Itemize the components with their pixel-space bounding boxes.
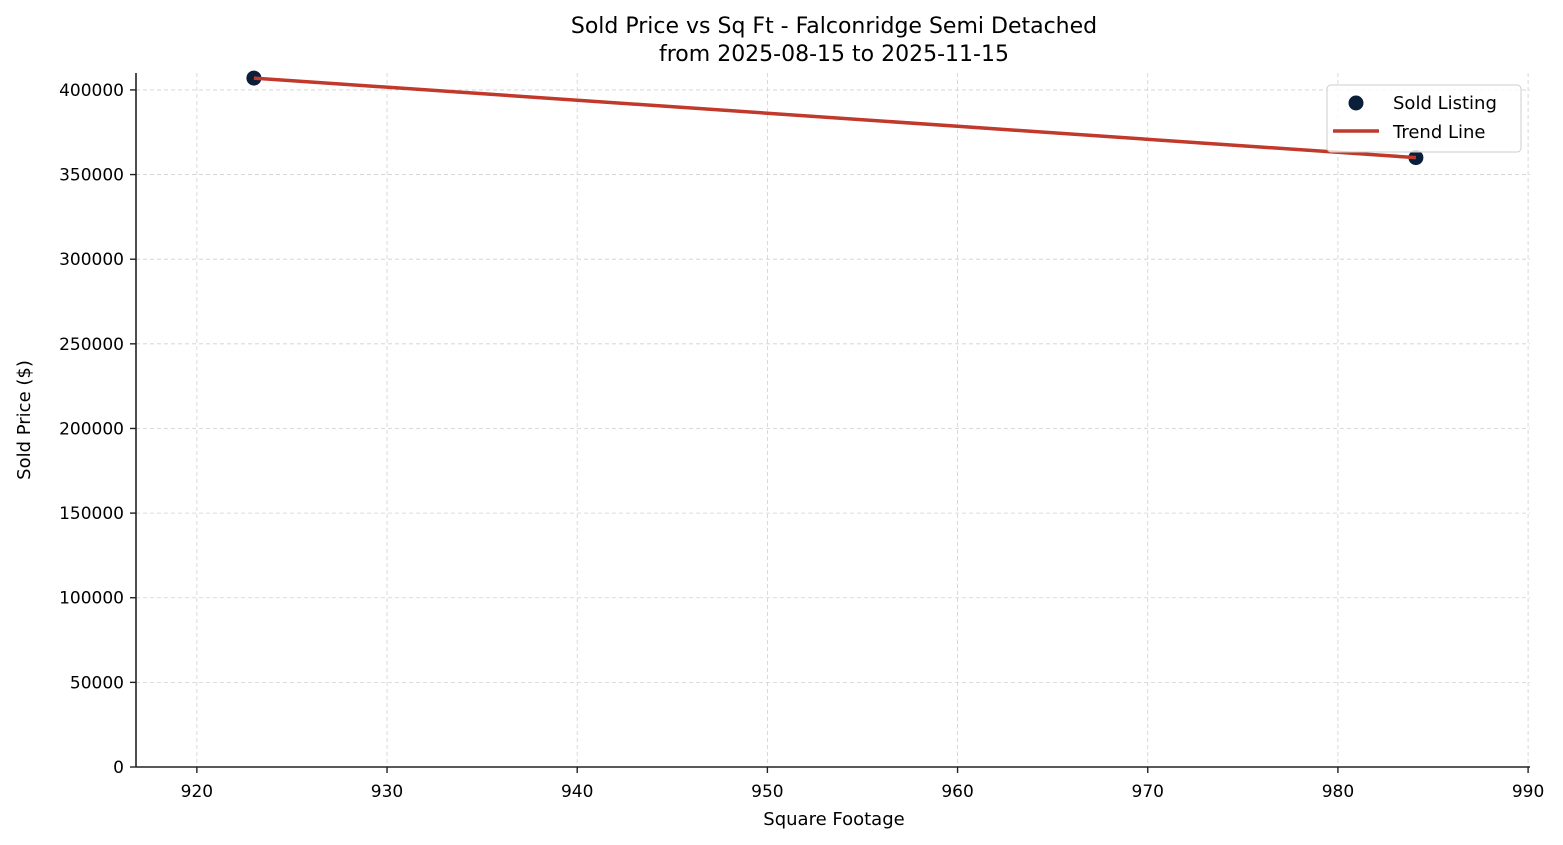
- y-axis-label: Sold Price ($): [14, 360, 35, 480]
- y-tick-label: 250000: [59, 335, 124, 355]
- grid-lines: [136, 73, 1530, 768]
- x-tick-label: 950: [751, 782, 783, 802]
- legend: Sold Listing Trend Line: [1326, 84, 1522, 153]
- legend-scatter-marker-icon: [1348, 95, 1364, 111]
- x-tick-label: 960: [941, 782, 973, 802]
- y-tick-label: 150000: [59, 504, 124, 524]
- x-tick-label: 940: [561, 782, 593, 802]
- y-tick-label: 300000: [59, 250, 124, 270]
- x-tick-label: 930: [371, 782, 403, 802]
- y-axis-ticks: 0 50000 100000 150000 200000 250000 300000 3500…: [59, 81, 136, 778]
- legend-label-trend-line: Trend Line: [1392, 122, 1486, 143]
- x-tick-label: 920: [181, 782, 213, 802]
- x-axis-label: Square Footage: [763, 809, 904, 830]
- x-axis-ticks: 920 930 940 950 960 970 980 990: [181, 767, 1544, 802]
- y-tick-label: 50000: [70, 673, 124, 693]
- y-tick-label: 400000: [59, 81, 124, 101]
- y-tick-label: 0: [113, 758, 124, 778]
- chart-subtitle: from 2025-08-15 to 2025-11-15: [659, 42, 1009, 67]
- plot-series: [246, 70, 1424, 166]
- trend-line: [253, 76, 1417, 160]
- x-tick-label: 980: [1322, 782, 1354, 802]
- y-tick-label: 100000: [59, 589, 124, 609]
- x-tick-label: 990: [1512, 782, 1544, 802]
- x-tick-label: 970: [1132, 782, 1164, 802]
- y-tick-label: 200000: [59, 419, 124, 439]
- legend-box: [1326, 84, 1522, 153]
- legend-label-sold-listing: Sold Listing: [1393, 93, 1497, 114]
- chart-title: Sold Price vs Sq Ft - Falconridge Semi D…: [571, 14, 1097, 39]
- y-tick-label: 350000: [59, 166, 124, 186]
